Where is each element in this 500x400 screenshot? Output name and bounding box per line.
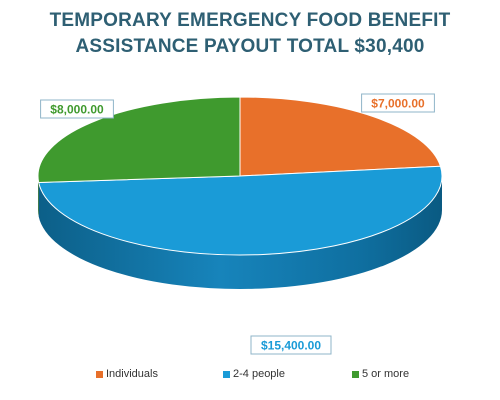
legend-label-5-or-more: 5 or more (362, 368, 410, 380)
pie-slice-5-or-more[interactable] (37, 96, 241, 184)
legend-swatch-5-or-more (352, 370, 359, 378)
chart-title-line-1: TEMPORARY EMERGENCY FOOD BENEFIT (49, 10, 451, 31)
pie-slice-2-4-people[interactable] (38, 165, 443, 256)
data-label-5-or-more: $8,000.00 (40, 99, 114, 119)
chart-legend: Individuals 2-4 people 5 or more (0, 368, 500, 386)
chart-title-line-2: ASSISTANCE PAYOUT TOTAL $30,400 (75, 36, 425, 57)
data-label-text-5-or-more: $8,000.00 (50, 103, 104, 117)
legend-label-individuals: Individuals (106, 368, 158, 380)
legend-item-individuals[interactable]: Individuals (96, 368, 158, 380)
data-label-box-5-or-more (40, 99, 114, 119)
data-label-individuals: $7,000.00 (361, 93, 435, 113)
pie-side-2-4-people (38, 176, 442, 289)
pie-side-5-or-more (38, 176, 39, 217)
data-label-box-2-4-people (250, 335, 332, 355)
chart-title: TEMPORARY EMERGENCY FOOD BENEFIT ASSISTA… (0, 8, 500, 60)
data-label-text-2-4-people: $15,400.00 (261, 339, 321, 353)
pie-slice-individuals[interactable] (239, 96, 442, 177)
data-label-box-individuals (361, 93, 435, 113)
data-label-text-individuals: $7,000.00 (371, 97, 425, 111)
legend-label-2-4-people: 2-4 people (233, 368, 285, 380)
legend-item-5-or-more[interactable]: 5 or more (352, 368, 409, 380)
legend-item-2-4-people[interactable]: 2-4 people (223, 368, 285, 380)
legend-swatch-2-4-people (223, 370, 230, 378)
legend-swatch-individuals (96, 370, 103, 378)
data-label-2-4-people: $15,400.00 (250, 335, 332, 355)
